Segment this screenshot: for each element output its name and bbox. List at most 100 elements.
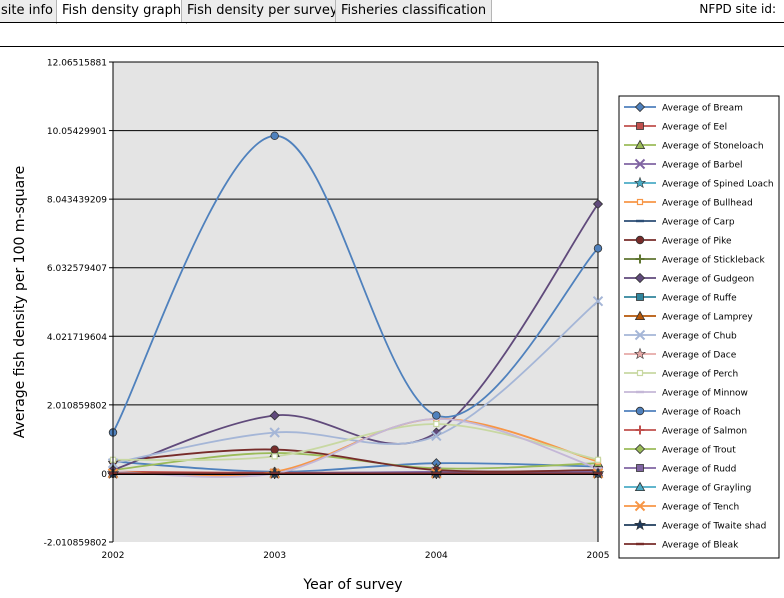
y-tick-label: 0 xyxy=(101,470,107,480)
legend-item: Average of Ruffe xyxy=(624,293,737,304)
series-line xyxy=(112,300,599,465)
legend-swatch-marker xyxy=(634,310,646,321)
legend xyxy=(618,95,780,559)
legend-label: Average of Lamprey xyxy=(662,313,753,323)
legend-item: Average of Trout xyxy=(624,443,736,456)
legend-label: Average of Bleak xyxy=(662,541,739,551)
legend-swatch-marker xyxy=(634,500,646,512)
legend-swatch-marker xyxy=(636,542,644,546)
legend-label: Average of Stoneloach xyxy=(662,142,764,152)
legend-label: Average of Salmon xyxy=(662,427,747,437)
legend-item: Average of Barbel xyxy=(624,158,743,171)
series-lines xyxy=(112,134,599,478)
data-point xyxy=(431,430,442,442)
data-point xyxy=(594,456,602,463)
y-tick-label: 8.043439209 xyxy=(47,196,107,206)
legend-item: Average of Bream xyxy=(624,101,743,114)
y-tick-label: 10.05429901 xyxy=(47,127,107,137)
legend-item: Average of Minnow xyxy=(624,389,748,399)
x-tick-label: 2002 xyxy=(102,551,125,561)
series-line xyxy=(112,134,599,433)
legend-items: Average of Bream Average of Eel Average of… xyxy=(624,101,774,551)
legend-label: Average of Carp xyxy=(662,218,735,228)
x-tick-label: 2003 xyxy=(263,551,286,561)
y-tick-label: 6.032579407 xyxy=(47,264,107,274)
legend-item: Average of Salmon xyxy=(624,425,747,437)
legend-swatch-marker xyxy=(636,122,644,130)
legend-label: Average of Bullhead xyxy=(662,199,753,209)
legend-item: Average of Bullhead xyxy=(624,199,753,209)
legend-swatch-marker xyxy=(634,443,646,455)
legend-label: Average of Tench xyxy=(662,503,739,513)
legend-label: Average of Grayling xyxy=(662,484,751,494)
legend-swatch-marker xyxy=(636,390,644,394)
legend-item: Average of Carp xyxy=(624,218,735,228)
legend-swatch-marker xyxy=(633,347,647,360)
legend-item: Average of Dace xyxy=(624,347,737,361)
legend-swatch-marker xyxy=(636,293,644,301)
data-point xyxy=(271,453,278,460)
legend-item: Average of Eel xyxy=(624,122,727,133)
series-line xyxy=(112,417,599,478)
tab-site-info[interactable]: site info xyxy=(0,0,59,22)
y-tick-label: -2.010859802 xyxy=(44,539,107,549)
tab-fish-density-graph[interactable]: Fish density graph xyxy=(56,0,188,24)
tab-fish-density-per-survey[interactable]: Fish density per survey xyxy=(181,0,344,22)
legend-label: Average of Rudd xyxy=(662,465,736,475)
legend-item: Average of Perch xyxy=(624,370,738,380)
data-point xyxy=(433,420,440,428)
content-top-border xyxy=(0,46,784,47)
data-point xyxy=(432,411,441,420)
x-tick-label: 2004 xyxy=(425,551,448,561)
plot-area xyxy=(113,62,598,542)
legend-label: Average of Perch xyxy=(662,370,738,380)
x-axis-title: Year of survey xyxy=(302,577,402,593)
legend-item: Average of Twaite shad xyxy=(624,518,766,532)
legend-item: Average of Gudgeon xyxy=(624,272,754,285)
legend-label: Average of Dace xyxy=(662,351,737,361)
legend-label: Average of Pike xyxy=(662,237,732,247)
legend-label: Average of Trout xyxy=(662,446,736,456)
legend-item: Average of Stickleback xyxy=(624,254,765,266)
data-point xyxy=(593,244,603,253)
data-point xyxy=(269,427,280,438)
legend-swatch-marker xyxy=(634,272,646,284)
legend-item: Average of Pike xyxy=(624,235,732,247)
legend-label: Average of Ruffe xyxy=(662,294,737,304)
legend-swatch-marker xyxy=(636,464,644,472)
legend-item: Average of Rudd xyxy=(624,464,736,475)
series-markers xyxy=(106,131,605,479)
legend-item: Average of Tench xyxy=(624,500,739,513)
legend-swatch-marker xyxy=(635,406,645,416)
legend-item: Average of Stoneloach xyxy=(624,139,764,152)
legend-item: Average of Chub xyxy=(624,329,737,342)
data-point xyxy=(592,296,604,307)
legend-swatch-marker xyxy=(635,254,645,264)
legend-label: Average of Twaite shad xyxy=(662,522,766,532)
legend-swatch-marker xyxy=(634,481,646,492)
legend-swatch-marker xyxy=(634,101,646,113)
legend-item: Average of Lamprey xyxy=(624,310,753,323)
legend-swatch-marker xyxy=(633,518,647,531)
data-point xyxy=(270,445,279,454)
legend-swatch-marker xyxy=(634,139,646,150)
legend-item: Average of Bleak xyxy=(624,541,739,551)
legend-item: Average of Grayling xyxy=(624,481,751,494)
legend-label: Average of Gudgeon xyxy=(662,275,754,285)
legend-swatch-marker xyxy=(636,369,644,377)
tab-bar-divider xyxy=(0,22,784,23)
tab-fisheries-classification[interactable]: Fisheries classification xyxy=(335,0,493,22)
y-tick-label: 2.010859802 xyxy=(47,401,107,411)
tab-bar: site info Fish density graph Fish densit… xyxy=(0,0,784,24)
legend-swatch-marker xyxy=(636,198,644,206)
legend-label: Average of Stickleback xyxy=(662,256,765,266)
legend-item: Average of Spined Loach xyxy=(624,176,774,190)
data-point xyxy=(594,472,602,475)
legend-label: Average of Barbel xyxy=(662,161,743,171)
legend-label: Average of Bream xyxy=(662,104,743,114)
data-point xyxy=(269,410,280,421)
legend-swatch-marker xyxy=(635,235,645,245)
series-line xyxy=(112,448,599,473)
data-point xyxy=(270,472,279,475)
